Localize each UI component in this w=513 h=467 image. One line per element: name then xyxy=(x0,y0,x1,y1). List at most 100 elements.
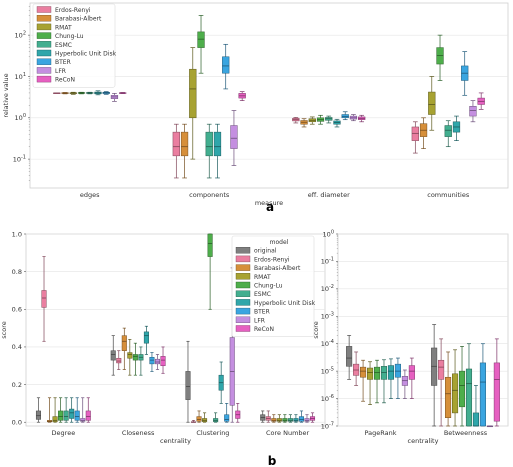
box-chung-lu-components xyxy=(197,31,205,48)
legend-title: model xyxy=(270,239,289,246)
legend-label-barabasi-albert: Barabasi-Albert xyxy=(254,265,301,272)
legend-label-chung-lu: Chung-Lu xyxy=(55,33,84,40)
legend-swatch-bter xyxy=(36,58,52,65)
box-hyperbolic-unit-disk-degree xyxy=(69,408,75,419)
legend xyxy=(231,235,315,337)
box-rmat-closeness xyxy=(127,352,133,359)
legend-swatch-recon xyxy=(235,325,251,332)
x-tick-label-eff-diameter: eff. diameter xyxy=(308,191,350,199)
box-lfr-components xyxy=(230,125,238,149)
box-barabasi-albert-components xyxy=(180,131,189,157)
legend-label-barabasi-albert: Barabasi-Albert xyxy=(55,16,102,23)
box-esmc-communities xyxy=(444,125,452,137)
legend-label-rmat: RMAT xyxy=(254,274,271,281)
box-original-degree xyxy=(35,410,42,420)
x-tick-label-edges: edges xyxy=(80,191,100,199)
x-tick-label-degree: Degree xyxy=(52,429,76,437)
legend-swatch-hyperbolic-unit-disk xyxy=(235,299,251,306)
y-tick-label: 0.2 xyxy=(12,381,22,389)
legend-swatch-erdos-renyi xyxy=(36,6,52,13)
y-tick-label: 10-6 xyxy=(321,394,334,403)
x-tick-label-communities: communities xyxy=(427,191,470,199)
legend-swatch-original xyxy=(235,246,251,254)
legend-swatch-bter xyxy=(235,307,251,315)
legend-label-original: original xyxy=(254,248,277,255)
box-barabasi-albert-pagerank xyxy=(360,366,367,378)
box-hyperbolic-unit-disk-core-number xyxy=(293,418,299,422)
legend-label-recon: ReCoN xyxy=(55,77,75,84)
box-erdos-renyi-components xyxy=(172,131,180,157)
box-hyperbolic-unit-disk-components xyxy=(213,131,222,157)
box-bter-degree xyxy=(74,410,80,421)
box-bter-core-number xyxy=(298,416,304,422)
box-original-closeness xyxy=(110,350,116,361)
y-axis-label: score xyxy=(0,321,8,338)
legend-label-bter: BTER xyxy=(254,309,270,316)
panel-b-right-chart: 10-7 10-6 10-5 10-4 10-3 10-2 10-1 100 PageRank B… xyxy=(312,229,509,445)
y-axis-label: relative value xyxy=(2,73,10,117)
legend-swatch-rmat xyxy=(235,273,251,280)
box-recon-closeness xyxy=(160,356,166,367)
box-barabasi-albert-clustering xyxy=(196,416,202,422)
box-lfr-core-number xyxy=(304,418,310,422)
legend-label-esmc: ESMC xyxy=(254,291,271,298)
box-lfr-closeness xyxy=(154,358,161,365)
box-esmc-degree xyxy=(63,410,69,421)
legend-swatch-esmc xyxy=(36,41,52,48)
y-tick-label: 0.0 xyxy=(12,419,22,427)
y-tick-label: 10-4 xyxy=(321,339,334,348)
legend-swatch-recon xyxy=(36,75,52,83)
box-rmat-pagerank xyxy=(367,367,374,380)
plot-area xyxy=(337,233,509,427)
box-chung-lu-pagerank xyxy=(373,366,381,380)
legend-label-recon: ReCoN xyxy=(254,326,274,333)
legend-label-lfr: LFR xyxy=(55,68,66,75)
box-esmc-pagerank xyxy=(380,366,388,380)
panel-a-chart: 10-1 100 101 102 edges components eff. diamete… xyxy=(2,2,509,207)
x-tick-label-betweenness: Betweenness xyxy=(444,429,488,437)
box-chung-lu-core-number xyxy=(282,418,288,422)
legend-label-lfr: LFR xyxy=(254,317,265,324)
x-tick-label-components: components xyxy=(189,191,230,199)
legend-swatch-lfr xyxy=(235,316,251,323)
legend-label-esmc: ESMC xyxy=(55,42,72,49)
y-tick-label: 102 xyxy=(15,30,26,39)
box-erdos-renyi-communities xyxy=(411,126,419,141)
legend-swatch-rmat xyxy=(36,23,52,31)
box-rmat-core-number xyxy=(276,418,282,422)
y-tick-label: 10-2 xyxy=(321,284,334,293)
y-tick-label: 0.8 xyxy=(12,268,22,276)
legend-swatch-erdos-renyi xyxy=(235,255,251,263)
legend-swatch-chung-lu xyxy=(36,32,52,39)
y-tick-label: 1.0 xyxy=(12,230,22,238)
legend-swatch-hyperbolic-unit-disk xyxy=(36,49,52,57)
box-recon-degree xyxy=(85,410,91,421)
y-tick-label: 10-5 xyxy=(321,366,334,375)
y-tick-label: 100 xyxy=(323,229,334,238)
box-recon-betweenness xyxy=(493,362,500,422)
x-tick-label-clustering: Clustering xyxy=(196,429,229,437)
box-barabasi-albert-betweenness xyxy=(445,376,452,418)
y-tick-label: 100 xyxy=(15,113,26,122)
box-esmc-components xyxy=(205,131,213,157)
legend-label-erdos-renyi: Erdos-Renyi xyxy=(254,256,290,263)
legend-swatch-esmc xyxy=(235,290,251,297)
legend-label-hyperbolic-unit-disk: Hyperbolic Unit Disk xyxy=(55,51,117,58)
y-tick-label: 0.6 xyxy=(12,306,22,314)
x-axis-label: centrality xyxy=(160,437,191,445)
box-hyperbolic-unit-disk-closeness xyxy=(143,331,149,344)
box-bter-closeness xyxy=(149,357,155,365)
box-rmat-degree xyxy=(52,416,58,422)
legend xyxy=(32,3,116,88)
x-tick-label-closeness: Closeness xyxy=(122,429,155,437)
legend-swatch-barabasi-albert xyxy=(235,264,251,271)
box-bter-clustering xyxy=(224,414,230,422)
box-chung-lu-closeness xyxy=(132,354,138,361)
x-axis-label: measure xyxy=(255,199,283,207)
box-lfr-communities xyxy=(469,106,477,117)
box-erdos-renyi-degree xyxy=(41,290,47,308)
box-erdos-renyi-betweenness xyxy=(438,359,445,380)
box-chung-lu-degree xyxy=(58,410,64,421)
legend-label-erdos-renyi: Erdos-Renyi xyxy=(55,7,91,14)
box-recon-pagerank xyxy=(408,365,415,380)
